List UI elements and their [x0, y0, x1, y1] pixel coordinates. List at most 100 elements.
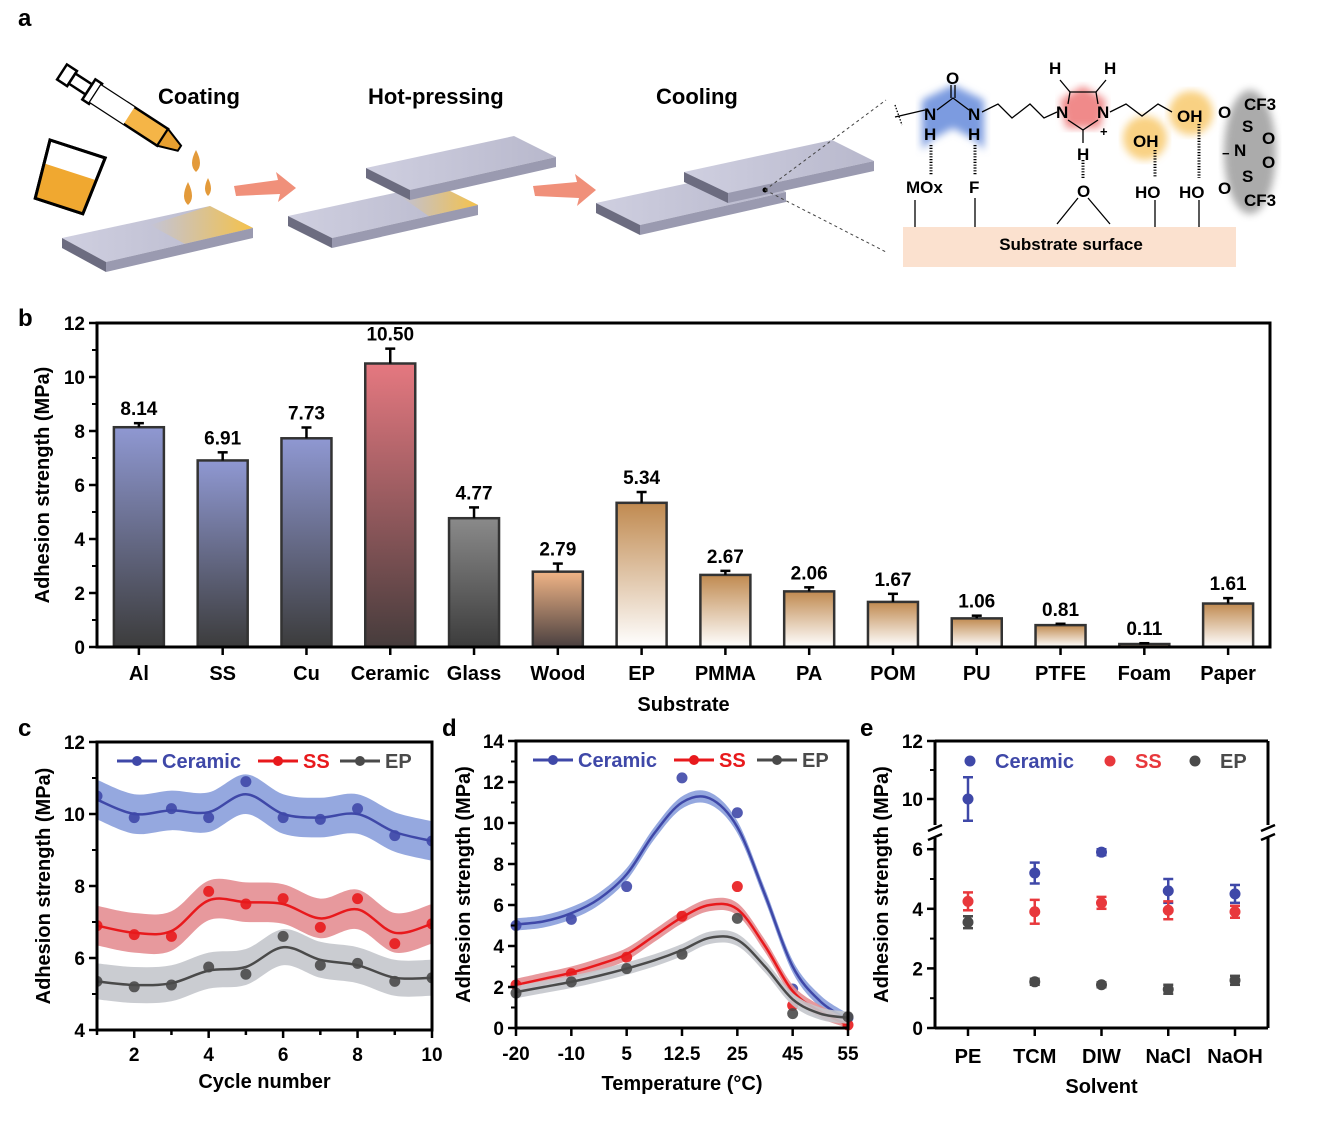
- data-point-ep: [621, 963, 633, 975]
- panel-b-bar-chart: b 8.14 Al 6.91 SS 7.73 Cu 10.50 Ceramic 4.77 Glass…: [18, 305, 1272, 716]
- chem-label: N: [1234, 141, 1246, 160]
- bar-wood: [531, 570, 585, 649]
- chem-label: −: [1222, 146, 1230, 161]
- data-point-ss: [389, 938, 401, 950]
- chem-label: OH: [1133, 132, 1159, 151]
- data-point-ceramic: [731, 807, 743, 819]
- chem-label: F: [969, 178, 979, 197]
- value-label: 0.11: [1126, 619, 1162, 640]
- x-axis-label: Cycle number: [198, 1071, 330, 1093]
- bar-glass: [447, 516, 501, 649]
- chem-label: O: [946, 69, 959, 88]
- data-point-ep: [389, 975, 401, 987]
- data-point-ss: [277, 893, 289, 905]
- data-point-ss: [962, 895, 974, 907]
- panel-d-line-chart: d 0 2 4 6 8 10 12 14 -20 -10 5 12.5 25 45 55 Ceramic SS EP…: [442, 715, 859, 1095]
- data-point-ceramic: [1096, 846, 1107, 858]
- legend-label: EP: [1220, 751, 1247, 773]
- panel-letter-d: d: [442, 715, 457, 742]
- x-tick-label: POM: [870, 663, 916, 685]
- data-point-ceramic: [676, 772, 688, 784]
- legend-label: Ceramic: [995, 751, 1074, 773]
- y-tick-label: 4: [912, 900, 923, 921]
- data-point-ss: [165, 930, 177, 942]
- y-tick-label: 12: [64, 314, 85, 335]
- data-point-ep: [731, 912, 743, 924]
- chem-label: OH: [1177, 107, 1203, 126]
- y-tick-label: 0: [912, 1019, 923, 1040]
- step-label-cooling: Cooling: [656, 84, 738, 109]
- y-tick-label: 10: [483, 814, 504, 835]
- legend-marker: [132, 756, 142, 766]
- value-label: 2.67: [707, 547, 744, 568]
- data-point-ep: [565, 976, 577, 988]
- y-tick-label: 6: [74, 476, 85, 497]
- x-tick-label: 25: [727, 1044, 749, 1065]
- chem-label: O: [1218, 103, 1231, 122]
- chem-label: HO: [1135, 183, 1161, 202]
- data-point-ep: [165, 979, 177, 991]
- chem-label: N: [968, 105, 980, 124]
- x-tick-label: 6: [278, 1045, 289, 1066]
- value-label: 2.06: [791, 563, 828, 584]
- data-point-ceramic: [1029, 867, 1041, 879]
- step-label-hot-pressing: Hot-pressing: [368, 84, 504, 109]
- y-tick-label: 4: [493, 937, 504, 958]
- y-tick-label: 14: [483, 732, 505, 753]
- data-point-ep: [314, 959, 326, 971]
- data-point-ss: [676, 910, 688, 922]
- plot-area: [97, 774, 432, 1004]
- chem-label: CF3: [1244, 95, 1276, 114]
- data-point-ss: [1029, 906, 1041, 918]
- x-tick-label: 10: [421, 1045, 442, 1066]
- x-tick-label: 2: [129, 1045, 140, 1066]
- axis-break-mark: [1260, 832, 1276, 842]
- x-axis-label: Solvent: [1065, 1076, 1138, 1098]
- plate-hot-pressing: [288, 136, 556, 248]
- y-tick-label: 8: [74, 877, 85, 898]
- value-label: 4.77: [456, 483, 493, 504]
- bar-pa: [782, 590, 836, 649]
- data-point-ceramic: [352, 803, 364, 815]
- chem-label: O: [1262, 129, 1275, 148]
- y-tick-label: 6: [493, 896, 504, 917]
- x-tick-label: Glass: [447, 663, 501, 685]
- legend-label: EP: [802, 750, 829, 772]
- data-point-ep: [1229, 974, 1241, 986]
- y-tick-label: 4: [74, 1021, 85, 1042]
- bar-cu: [280, 437, 333, 649]
- data-point-ep: [1096, 979, 1107, 991]
- value-label: 7.73: [288, 403, 325, 424]
- x-tick-label: TCM: [1013, 1046, 1056, 1068]
- bar-ep: [615, 501, 668, 649]
- y-tick-label: 6: [74, 949, 85, 970]
- x-tick-label: 5: [621, 1044, 632, 1065]
- data-point-ceramic: [1162, 885, 1174, 897]
- data-point-ceramic: [565, 913, 577, 925]
- x-tick-label: PE: [955, 1046, 982, 1068]
- chem-label: O: [1077, 182, 1090, 201]
- y-axis-label: Adhesion strength (MPa): [32, 367, 54, 604]
- bar-pom: [866, 600, 920, 649]
- bar-ceramic: [364, 362, 417, 649]
- value-label: 5.34: [623, 468, 660, 489]
- legend-label: Ceramic: [162, 751, 241, 773]
- chem-label: H: [1049, 59, 1061, 78]
- chem-label: S: [1242, 167, 1253, 186]
- data-point-ceramic: [203, 812, 215, 824]
- data-point-ceramic: [389, 830, 401, 842]
- data-point-ceramic: [240, 776, 252, 788]
- confidence-band-ceramic: [516, 790, 848, 1026]
- legend-marker: [689, 755, 699, 765]
- arrow-icon: [533, 174, 596, 206]
- value-label: 8.14: [120, 399, 157, 420]
- y-tick-label: 0: [493, 1019, 504, 1040]
- x-tick-label: SS: [209, 663, 236, 685]
- confidence-band-ss: [97, 878, 432, 955]
- y-tick-label: 10: [902, 790, 923, 811]
- data-point-ep: [787, 1008, 799, 1020]
- data-point-ss: [352, 893, 364, 905]
- data-point-ss: [128, 929, 140, 941]
- chem-label: O: [1262, 153, 1275, 172]
